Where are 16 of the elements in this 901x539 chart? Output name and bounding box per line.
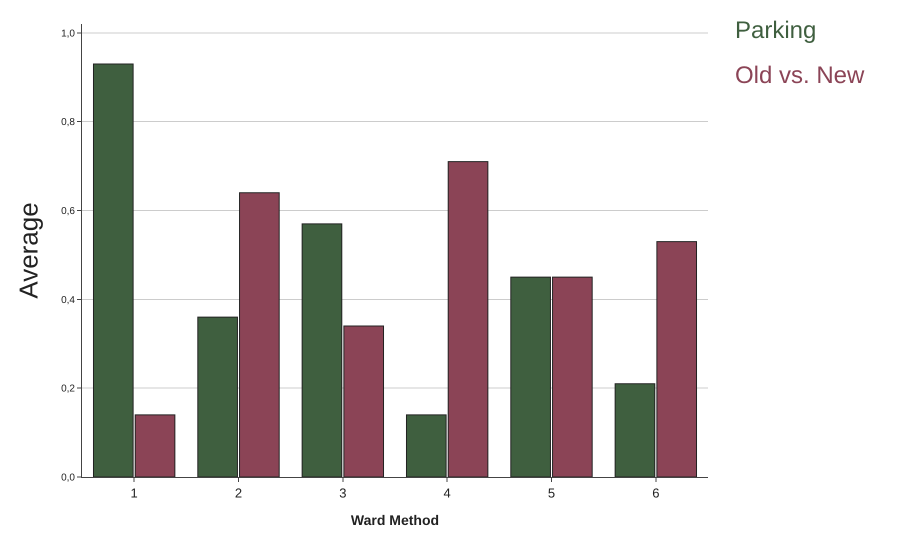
text: Parking [735,17,816,44]
y-tick-label: 0,4 [61,294,76,306]
x-tick-label: 3 [339,486,346,501]
text: Old vs. New [735,62,866,89]
y-tick-label: 0,6 [61,206,76,218]
x-tick-label: 2 [234,486,242,501]
x-axis-title: Ward Method [350,512,440,528]
y-axis-title: Average [13,202,44,299]
y-tick-label: 0,0 [61,472,76,484]
y-tick-label: 0,8 [61,117,76,128]
x-tick-label: 4 [444,486,451,501]
x-tick-label: 5 [548,486,556,501]
y-tick-label: 0,2 [61,384,76,395]
y-tick-label: 1,0 [61,28,76,40]
x-tick-label: 1 [130,486,138,501]
x-tick-label: 6 [652,486,660,501]
